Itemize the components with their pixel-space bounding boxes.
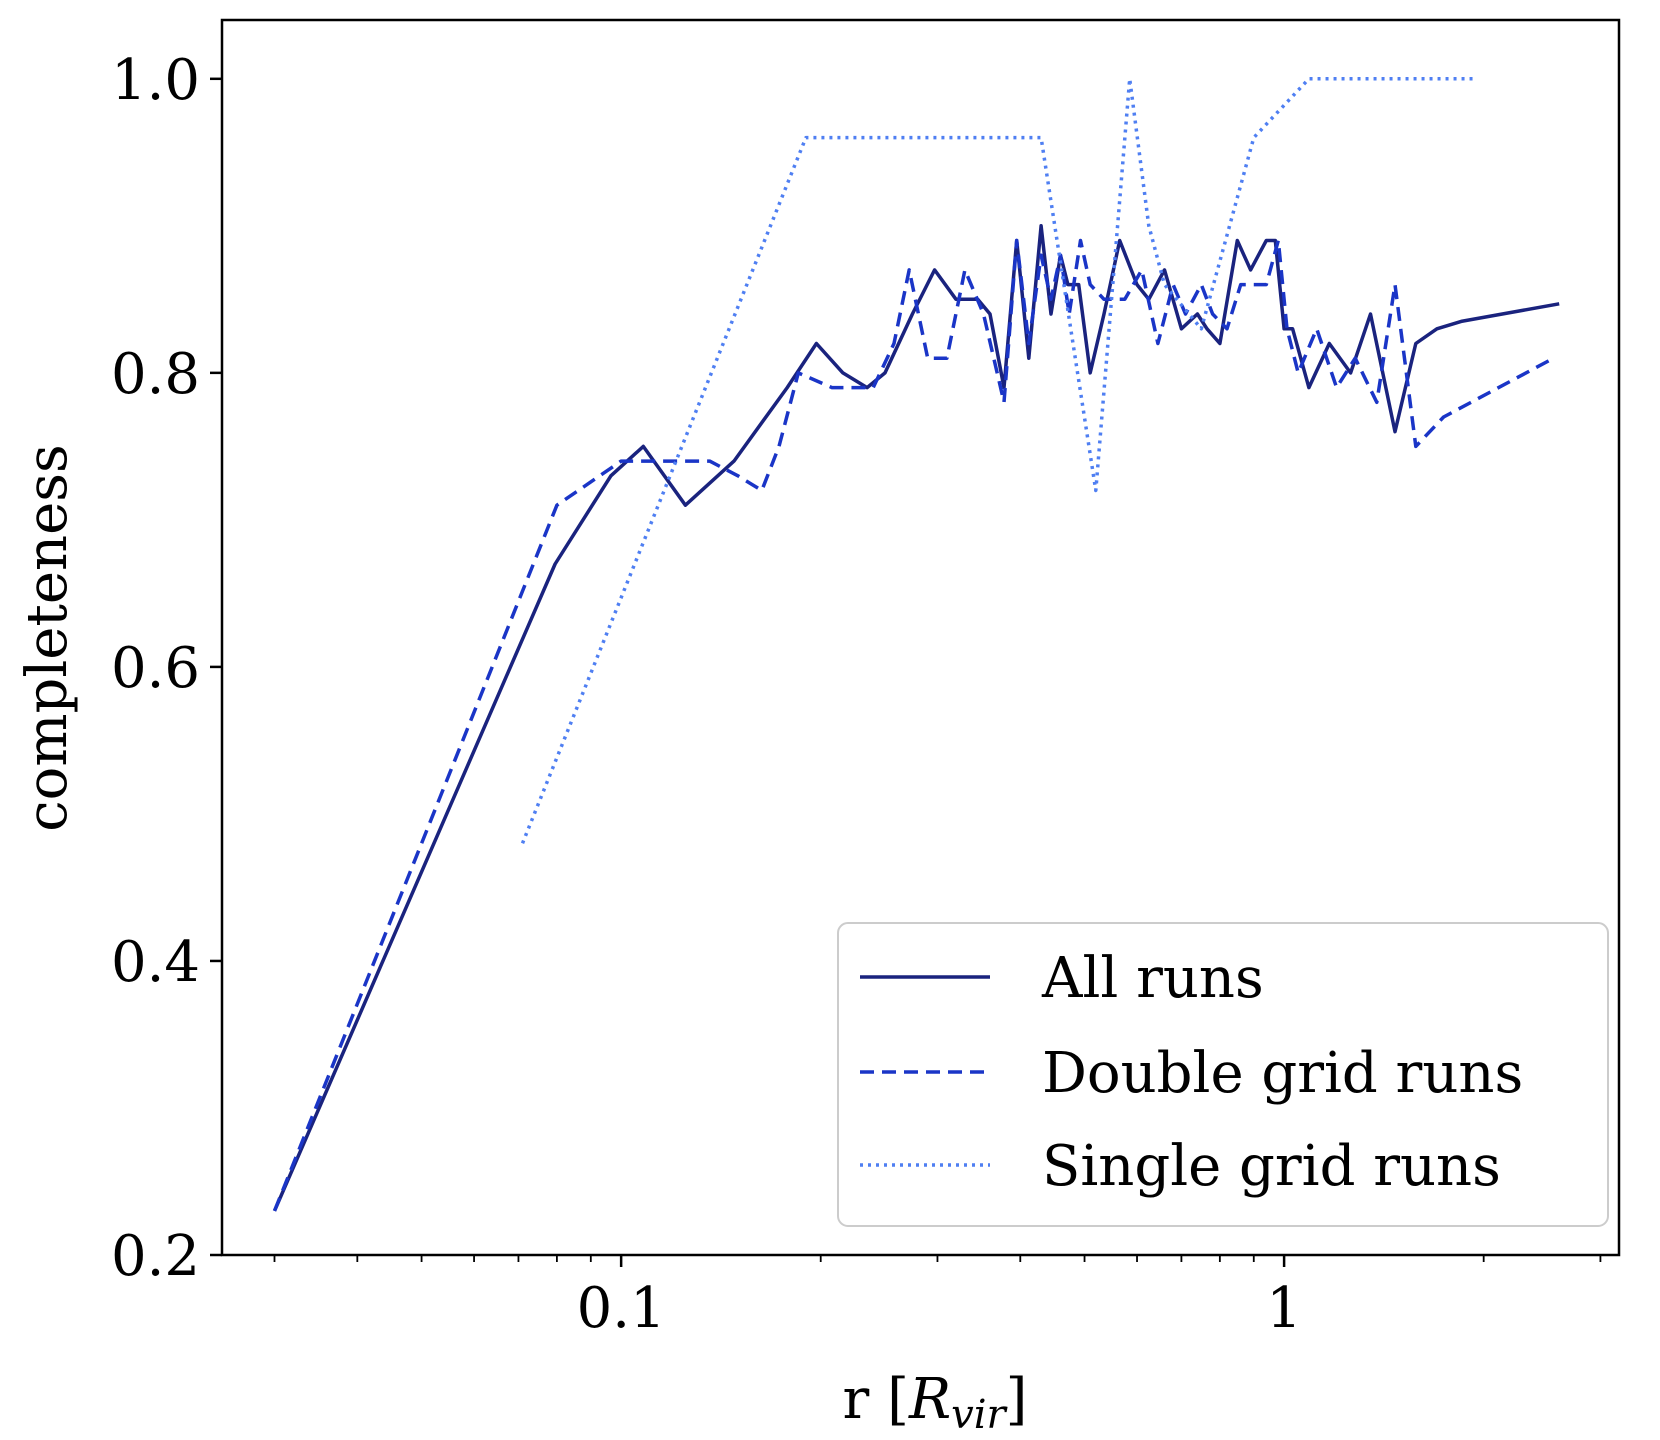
series-line-single-grid-runs: [520, 77, 1477, 844]
legend-box: [837, 922, 1609, 1227]
x-axis-title: r [Rvir]: [843, 1367, 1028, 1438]
y-tick-label-4: 1.0: [111, 48, 200, 113]
y-axis-title: completeness: [15, 444, 80, 831]
y-tick-label-3: 0.8: [111, 342, 200, 407]
plot-frame: [220, 18, 1621, 1257]
legend-label-single-grid-runs: Single grid runs: [1042, 1134, 1501, 1199]
series-line-double-grid-runs: [272, 238, 1555, 1212]
x-axis-title-main: r [: [843, 1367, 909, 1432]
series-layer: [272, 77, 1560, 1212]
x-tick-label-1: 1: [1266, 1276, 1302, 1341]
y-tick-label-2: 0.6: [111, 636, 200, 701]
x-axis-title-symbol: R: [908, 1367, 951, 1432]
y-tick-label-0: 0.2: [111, 1224, 200, 1289]
series-line-all-runs: [272, 224, 1560, 1212]
legend-label-all-runs: All runs: [1041, 946, 1264, 1011]
x-ticks: 0.1 1: [273, 1255, 1602, 1341]
y-tick-label-1: 0.4: [111, 930, 200, 995]
x-axis-title-subscript: vir: [951, 1392, 1008, 1438]
x-axis-title-close: ]: [1006, 1367, 1028, 1432]
y-ticks: 0.2 0.4 0.6 0.8 1.0: [111, 48, 222, 1289]
legend: All runs Double grid runs Single grid ru…: [837, 922, 1609, 1227]
legend-label-double-grid-runs: Double grid runs: [1042, 1041, 1523, 1106]
x-tick-label-0: 0.1: [577, 1276, 666, 1341]
